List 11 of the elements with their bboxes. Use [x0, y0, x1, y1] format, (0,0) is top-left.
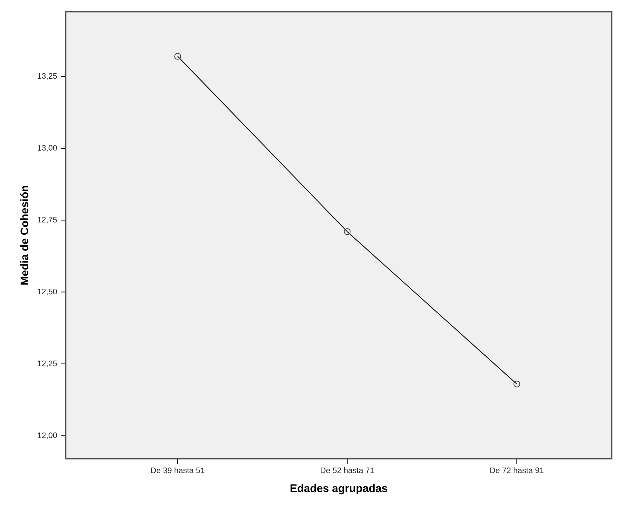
- y-tick-label: 12,75: [38, 217, 58, 224]
- y-tick-label: 13,25: [38, 73, 58, 80]
- y-tick-label: 12,25: [38, 360, 58, 368]
- x-axis-title: Edades agrupadas: [290, 484, 388, 495]
- y-tick-label: 12,00: [38, 432, 58, 440]
- x-tick-label: De 39 hasta 51: [151, 468, 205, 474]
- y-axis-title: Media de Cohesión: [20, 186, 29, 285]
- y-tick-label: 13,00: [38, 145, 58, 152]
- x-tick-label: De 52 hasta 71: [321, 468, 374, 474]
- x-tick-label: De 72 hasta 91: [490, 468, 544, 474]
- y-tick-label: 12,50: [38, 288, 58, 296]
